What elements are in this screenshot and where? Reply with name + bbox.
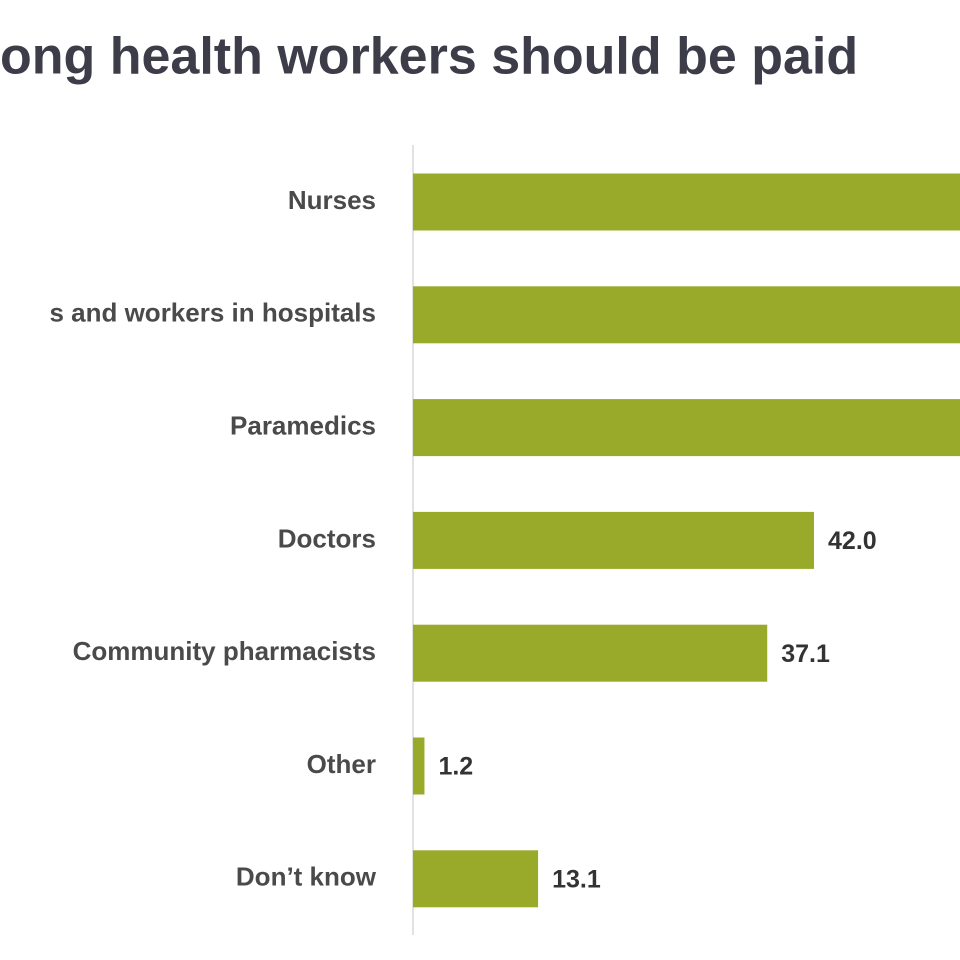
bar xyxy=(413,624,768,682)
bar xyxy=(413,286,960,344)
data-label: 13.1 xyxy=(552,865,601,893)
y-tick-label: Other xyxy=(307,749,376,779)
bar xyxy=(413,399,960,457)
bar xyxy=(413,850,539,908)
chart-title: ong health workers should be paid xyxy=(0,28,858,86)
data-label: 42.0 xyxy=(828,527,877,555)
y-tick-label: Community pharmacists xyxy=(73,636,376,666)
y-tick-label: s and workers in hospitals xyxy=(49,298,376,328)
bar xyxy=(413,173,960,231)
bar xyxy=(413,737,425,795)
y-tick-label: Paramedics xyxy=(230,410,376,440)
y-tick-label: Nurses xyxy=(288,185,376,215)
bar xyxy=(413,511,815,569)
data-label: 37.1 xyxy=(781,640,830,668)
data-label: 1.2 xyxy=(438,753,473,781)
y-tick-label: Doctors xyxy=(278,523,376,553)
y-tick-label: Don’t know xyxy=(236,862,377,892)
